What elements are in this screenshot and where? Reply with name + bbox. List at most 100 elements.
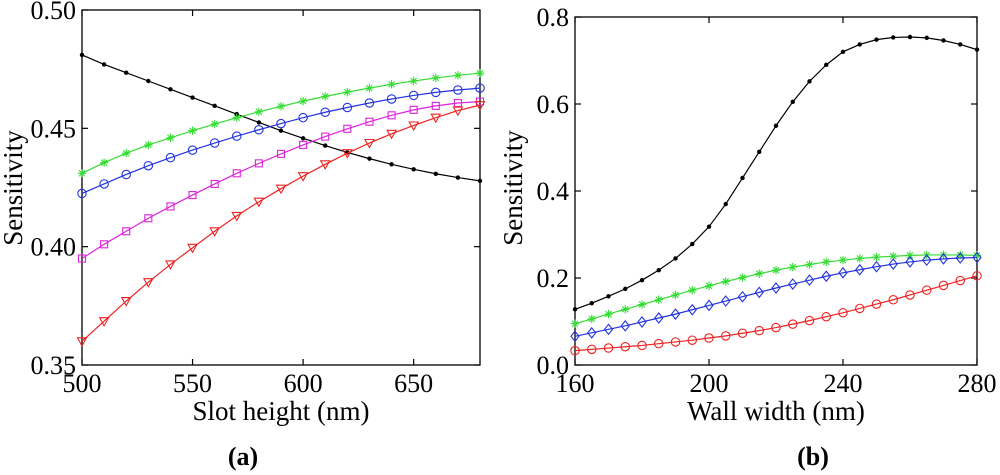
data-point [232, 131, 242, 141]
data-point [871, 299, 882, 309]
y-tick-label: 0.2 [537, 264, 570, 293]
data-point [431, 73, 440, 83]
data-point [143, 160, 154, 171]
data-point [323, 143, 328, 148]
x-tick-label: 600 [284, 369, 323, 398]
data-point [570, 330, 580, 343]
data-point [905, 290, 915, 300]
data-point [254, 159, 263, 168]
data-point [586, 344, 597, 355]
data-point [453, 85, 463, 95]
data-point [389, 162, 394, 167]
panel-b-plot-frame [574, 16, 978, 366]
data-point [232, 113, 241, 122]
data-point [365, 117, 374, 126]
data-point [144, 214, 153, 223]
data-point [687, 303, 697, 316]
data-point [430, 113, 442, 124]
data-point [275, 184, 287, 195]
data-point [232, 169, 241, 178]
data-point [838, 308, 848, 318]
data-point [905, 251, 915, 260]
y-tick-label: 0.35 [31, 351, 77, 380]
panel-a-series-4 [77, 97, 485, 263]
data-point [603, 323, 614, 336]
data-point [365, 83, 374, 93]
data-point [142, 278, 154, 288]
data-point [124, 70, 129, 75]
data-point [958, 42, 963, 47]
data-point [276, 149, 286, 158]
data-point [168, 87, 173, 92]
data-point [723, 201, 728, 207]
data-point [297, 172, 309, 182]
data-point [210, 179, 219, 188]
data-point [720, 331, 731, 341]
data-point [341, 149, 353, 159]
data-point [805, 260, 814, 269]
data-point [587, 326, 597, 339]
data-point [787, 319, 798, 329]
data-point [924, 35, 929, 41]
data-point [972, 251, 982, 264]
data-point [367, 156, 372, 161]
data-point [922, 254, 932, 267]
data-point [757, 149, 762, 155]
panel-a-xlabel: Slot height (nm) [193, 396, 370, 426]
data-point [673, 256, 678, 261]
data-point [298, 112, 308, 123]
data-point [100, 240, 109, 249]
data-point [974, 47, 980, 52]
data-point [821, 270, 831, 283]
data-point [704, 299, 714, 312]
data-point [122, 148, 131, 158]
data-point [452, 106, 464, 117]
data-point [101, 62, 107, 67]
data-point [821, 311, 831, 322]
panel-b-series [570, 34, 982, 356]
panel-b-series-3 [570, 251, 982, 343]
data-point [955, 252, 965, 264]
data-point [99, 179, 109, 189]
data-point [76, 337, 88, 347]
series-line [574, 254, 978, 325]
data-point [321, 132, 330, 141]
data-point [938, 252, 949, 265]
data-point [276, 118, 286, 129]
data-point [188, 126, 197, 135]
data-point [166, 202, 175, 211]
panel-b: 160 200 240 280 0.0 0.2 0.4 0.6 0.8 Wall width (… [498, 3, 997, 471]
panel-a-plot-frame [81, 9, 481, 366]
series-line [81, 100, 481, 260]
data-point [872, 252, 881, 262]
data-point [855, 254, 864, 263]
data-point [654, 295, 663, 304]
data-point [706, 224, 712, 229]
data-point [253, 197, 265, 208]
panel-b-xlabel: Wall width (nm) [687, 396, 865, 426]
panel-b-label: (b) [797, 442, 829, 471]
data-point [343, 124, 352, 133]
data-point [737, 328, 748, 338]
y-tick-label: 0.8 [537, 3, 570, 32]
data-point [939, 250, 948, 260]
data-point [905, 256, 915, 268]
data-point [857, 42, 862, 47]
data-point [889, 252, 898, 261]
data-point [475, 68, 485, 78]
data-point [790, 99, 795, 105]
series-line [574, 275, 978, 352]
data-point [387, 80, 396, 89]
x-tick-label: 500 [63, 369, 102, 398]
data-point [840, 49, 846, 54]
y-tick-label: 0.0 [537, 351, 570, 380]
data-point [704, 281, 714, 291]
data-point [570, 345, 580, 356]
data-point [77, 188, 87, 199]
data-point [278, 128, 284, 133]
data-point [165, 260, 176, 271]
data-point [409, 76, 418, 86]
data-point [453, 71, 463, 80]
data-point [956, 250, 965, 260]
data-point [409, 105, 418, 114]
